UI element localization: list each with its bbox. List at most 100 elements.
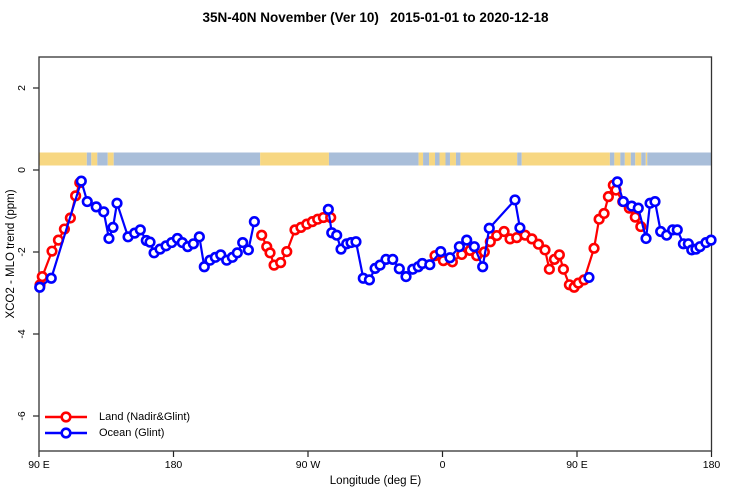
- legend-item-land: Land (Nadir&Glint): [42, 409, 190, 425]
- band-segment-land: [449, 152, 456, 166]
- band-segment-land: [429, 152, 436, 166]
- data-point: [539, 244, 551, 256]
- x-tick-label: 180: [703, 459, 721, 471]
- data-point: [671, 224, 683, 236]
- data-point: [424, 259, 436, 271]
- band-segment-ocean: [435, 152, 440, 166]
- surface-type-band: [39, 152, 712, 166]
- data-point: [435, 245, 447, 258]
- data-point: [75, 175, 87, 187]
- data-point: [553, 249, 565, 261]
- data-point: [649, 195, 661, 208]
- data-point: [498, 225, 510, 238]
- legend-label-ocean: Ocean (Glint): [99, 427, 165, 439]
- data-point: [363, 274, 376, 286]
- band-segment-ocean: [647, 152, 712, 166]
- y-tick-label: 2: [16, 85, 28, 91]
- data-point: [387, 253, 399, 265]
- data-point: [90, 201, 102, 213]
- band-segment-ocean: [517, 152, 522, 166]
- x-tick-label: 0: [440, 459, 446, 471]
- x-axis-label: Longitude (deg E): [329, 475, 422, 487]
- data-point: [231, 247, 243, 259]
- legend-label-land: Land (Nadir&Glint): [99, 411, 191, 423]
- data-point: [468, 241, 480, 253]
- band-segment-land: [260, 152, 329, 166]
- plot-border: [38, 56, 713, 452]
- x-tick-label: 90 E: [566, 459, 588, 471]
- land-line-sample: [45, 411, 87, 423]
- data-point: [705, 234, 717, 246]
- data-point: [477, 261, 489, 273]
- open-circle-marker-icon: [60, 411, 72, 423]
- data-point: [611, 176, 623, 188]
- data-point: [557, 263, 570, 275]
- data-point: [103, 232, 115, 245]
- data-point: [509, 194, 521, 206]
- band-segment-ocean: [86, 152, 92, 166]
- data-point: [602, 191, 614, 203]
- data-point: [583, 271, 595, 284]
- band-segment-land: [614, 152, 621, 166]
- ocean-series: [34, 175, 717, 293]
- data-point: [543, 263, 555, 275]
- data-point: [331, 229, 343, 241]
- data-point: [461, 234, 473, 246]
- data-point: [134, 224, 146, 236]
- data-point: [632, 202, 644, 214]
- data-point: [46, 245, 58, 257]
- band-segment-land: [521, 152, 610, 166]
- chart-title: 35N-40N November (Ver 10) 2015-01-01 to …: [202, 10, 549, 25]
- y-axis-label: XCO2 - MLO trend (ppm): [5, 189, 17, 319]
- data-point: [483, 222, 495, 234]
- data-point: [256, 229, 268, 241]
- band-segment-land: [624, 152, 631, 166]
- data-point: [629, 211, 641, 223]
- band-segment-land: [39, 152, 87, 166]
- y-axis: 2 0 -2 -4 -6: [16, 85, 39, 421]
- data-point: [264, 247, 276, 259]
- data-point: [532, 238, 545, 250]
- legend: Land (Nadir&Glint) Ocean (Glint): [42, 409, 190, 441]
- y-tick-label: -4: [16, 329, 28, 338]
- data-point: [187, 238, 199, 250]
- data-point: [34, 281, 46, 293]
- band-segment-ocean: [113, 152, 261, 166]
- band-segment-ocean: [328, 152, 419, 166]
- band-segment-ocean: [620, 152, 625, 166]
- band-segment-land: [91, 152, 98, 166]
- data-point: [144, 236, 156, 248]
- data-point: [444, 252, 456, 264]
- data-point: [322, 203, 334, 215]
- data-point: [193, 231, 205, 243]
- band-segment-ocean: [609, 152, 615, 166]
- data-point: [588, 242, 600, 254]
- data-point: [281, 245, 293, 258]
- data-point: [36, 271, 48, 283]
- ocean-line-sample: [45, 427, 87, 439]
- data-point: [453, 241, 465, 253]
- y-tick-label: -6: [16, 411, 28, 420]
- data-point: [393, 263, 405, 275]
- data-point: [400, 271, 412, 283]
- y-tick-label: -2: [16, 247, 28, 256]
- band-segment-land: [418, 152, 424, 166]
- data-point: [275, 257, 287, 269]
- x-axis: 90 E 180 90 W 0 90 E 180: [28, 451, 720, 471]
- band-segment-land: [439, 152, 446, 166]
- x-tick-label: 90 W: [296, 459, 321, 471]
- legend-item-ocean: Ocean (Glint): [42, 425, 190, 441]
- band-segment-ocean: [641, 152, 646, 166]
- data-point: [237, 236, 249, 249]
- data-point: [45, 272, 57, 284]
- x-tick-label: 90 E: [28, 459, 50, 471]
- data-point: [640, 232, 652, 245]
- band-segment-land: [645, 152, 648, 166]
- band-segment-land: [107, 152, 114, 166]
- data-point: [248, 216, 260, 228]
- open-circle-marker-icon: [60, 427, 72, 439]
- band-segment-ocean: [423, 152, 430, 166]
- data-point: [617, 195, 629, 208]
- band-segment-land: [460, 152, 518, 166]
